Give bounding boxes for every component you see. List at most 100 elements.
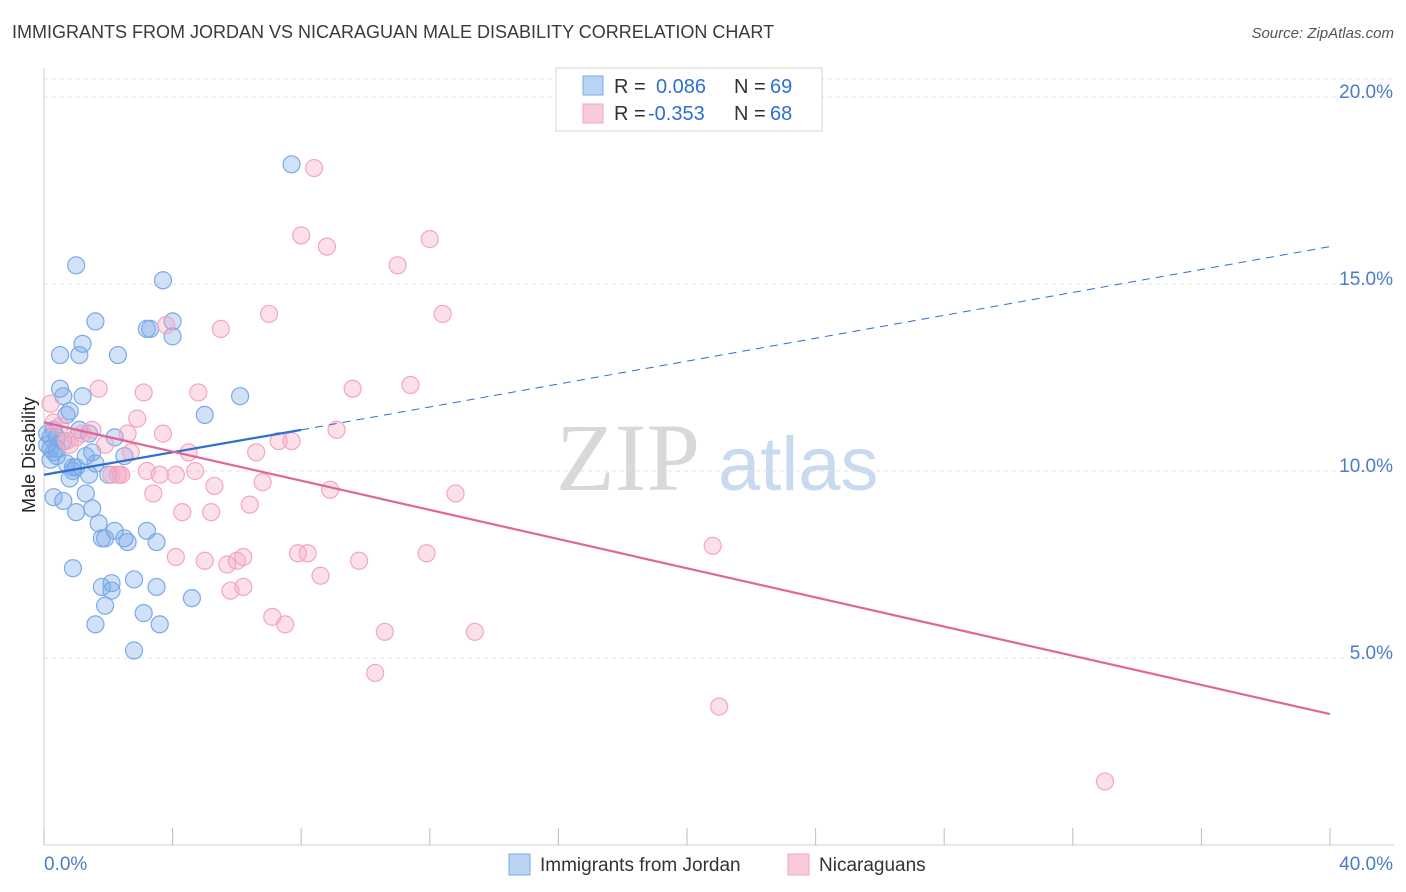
data-point [95, 435, 115, 454]
data-point [1095, 772, 1115, 791]
watermark-atlas: atlas [718, 422, 879, 507]
data-point [234, 577, 253, 597]
legend-swatch-jordan [582, 75, 604, 96]
data-point [157, 316, 176, 335]
series-jordan [38, 155, 301, 660]
data-point [282, 155, 301, 174]
legend-n-label-jordan: N = [734, 76, 766, 98]
data-point [298, 544, 317, 563]
data-point [417, 544, 436, 563]
watermark-zip: ZIP [556, 404, 700, 511]
y-tick-label: 20.0% [1339, 82, 1393, 103]
data-point [83, 499, 102, 518]
data-point [163, 327, 182, 346]
data-point [102, 574, 121, 593]
data-point [343, 379, 362, 398]
data-point [50, 345, 70, 365]
data-point [218, 555, 237, 574]
data-point [121, 443, 140, 462]
data-point [144, 484, 163, 503]
data-point [89, 514, 108, 533]
data-point [63, 559, 83, 578]
x-tick-label: 40.0% [1339, 854, 1393, 875]
y-tick-label: 10.0% [1339, 456, 1393, 477]
data-point [420, 230, 439, 249]
data-point [282, 431, 301, 451]
data-point [92, 577, 111, 597]
trend-line-nicaraguans [43, 421, 1331, 716]
data-point [150, 465, 169, 484]
data-point [703, 536, 722, 555]
data-point [76, 484, 95, 503]
data-point [153, 271, 173, 290]
data-point [67, 256, 86, 275]
legend-r-value-nicaraguans: -0.353 [648, 103, 705, 125]
bottom-legend-swatch-jordan [508, 853, 531, 876]
y-axis-label: Male Disability [19, 397, 39, 513]
data-point [95, 529, 115, 548]
data-point [166, 547, 185, 567]
legend-r-label-jordan: R = [614, 76, 646, 98]
data-point [67, 503, 86, 522]
data-point [140, 319, 160, 338]
data-point [349, 551, 369, 570]
data-point [102, 465, 121, 484]
data-point [108, 345, 128, 365]
data-point [195, 405, 214, 424]
legend-n-label-nicaraguans: N = [734, 103, 766, 125]
data-point [60, 402, 79, 421]
data-point [95, 596, 115, 615]
data-point [401, 375, 420, 395]
stats-legend: R = 0.086 N = 69 R = -0.353 N = 68 [555, 67, 823, 132]
trend-layer [43, 246, 1331, 716]
data-point [73, 334, 92, 353]
legend-n-value-jordan: 69 [770, 76, 792, 98]
chart-title: IMMIGRANTS FROM JORDAN VS NICARAGUAN MAL… [12, 22, 774, 42]
data-point [173, 503, 192, 522]
x-tick-label: 0.0% [44, 854, 87, 875]
bottom-legend-label-jordan: Immigrants from Jordan [540, 855, 741, 876]
series-legend: Immigrants from Jordan Nicaraguans [508, 853, 926, 876]
data-point [47, 446, 66, 466]
legend-r-label-nicaraguans: R = [614, 103, 646, 125]
data-point [247, 443, 266, 462]
y-tick-label: 15.0% [1339, 269, 1393, 290]
data-point [327, 420, 346, 439]
data-point [86, 615, 105, 634]
data-point [73, 387, 92, 406]
data-point [60, 435, 79, 454]
data-point [269, 431, 288, 451]
data-point [205, 476, 224, 496]
data-point [147, 532, 166, 552]
data-point [118, 532, 137, 552]
data-point [231, 387, 250, 406]
data-point [189, 383, 208, 402]
data-point [446, 484, 465, 503]
data-point [86, 312, 105, 331]
data-point [211, 319, 230, 338]
trend-line-jordan-extension [301, 246, 1331, 431]
data-point [105, 521, 124, 540]
legend-r-value-jordan: 0.086 [656, 76, 706, 98]
data-point [128, 409, 147, 428]
data-point [182, 589, 201, 608]
data-point [70, 345, 89, 365]
data-point [147, 577, 166, 597]
data-point [366, 663, 385, 683]
series-nicaraguans [41, 158, 1115, 791]
data-point [166, 465, 185, 484]
data-point [112, 465, 131, 484]
data-point [83, 420, 102, 439]
data-point [276, 615, 295, 634]
legend-n-value-nicaraguans: 68 [770, 103, 792, 125]
data-point [179, 443, 198, 462]
y-tick-label: 5.0% [1350, 643, 1393, 664]
legend-swatch-nicaraguans [582, 103, 604, 124]
data-point [433, 304, 452, 324]
data-point [375, 622, 394, 641]
data-point [186, 461, 205, 481]
points-layer [38, 155, 1115, 791]
data-point [234, 547, 253, 567]
data-point [292, 226, 311, 245]
data-point [311, 566, 330, 585]
